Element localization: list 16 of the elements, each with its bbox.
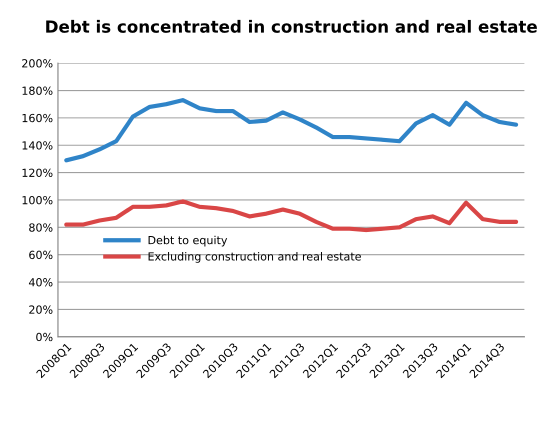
y-tick-label: 160% bbox=[22, 114, 52, 122]
y-tick-label: 60% bbox=[29, 250, 52, 260]
y-tick-label: 100% bbox=[22, 196, 52, 204]
y-tick-label: 180% bbox=[22, 86, 52, 95]
y-tick-label: 20% bbox=[29, 305, 52, 314]
legend-label: Debt to equity bbox=[148, 236, 228, 246]
y-tick-label: 140% bbox=[22, 141, 52, 150]
y-tick-label: 80% bbox=[29, 223, 52, 232]
chart-title: Debt is concentrated in construction and real estate bbox=[46, 20, 537, 33]
y-tick-label: 0% bbox=[36, 332, 52, 342]
y-tick-label: 200% bbox=[22, 59, 52, 68]
y-tick-label: 120% bbox=[22, 168, 52, 177]
y-tick-label: 40% bbox=[28, 278, 52, 286]
legend-label: Excluding construction and real estate bbox=[148, 252, 361, 263]
line-series bbox=[64, 199, 518, 232]
line-series bbox=[64, 98, 518, 162]
